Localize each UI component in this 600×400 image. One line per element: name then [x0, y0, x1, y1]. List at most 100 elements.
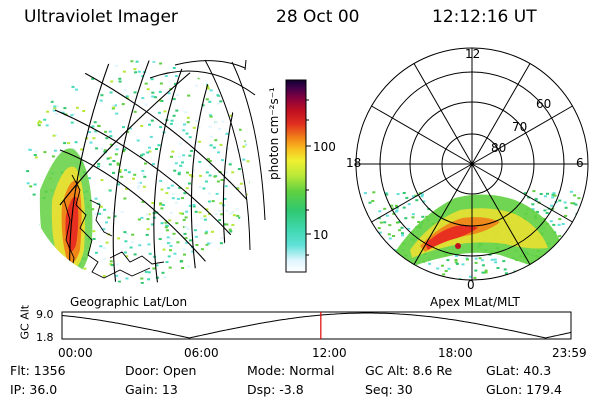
speckle-pixel — [169, 245, 173, 247]
speckle-pixel — [235, 208, 239, 211]
speckle-pixel — [182, 154, 186, 157]
speckle-pixel — [164, 221, 168, 224]
speckle-pixel — [125, 188, 129, 191]
speckle-pixel — [118, 80, 122, 83]
speckle-pixel — [552, 192, 556, 195]
speckle-pixel — [245, 249, 249, 252]
speckle-pixel — [171, 193, 175, 195]
speckle-pixel — [36, 224, 40, 227]
speckle-pixel — [98, 212, 101, 215]
speckle-pixel — [174, 75, 178, 77]
speckle-pixel — [74, 68, 78, 71]
speckle-pixel — [368, 201, 372, 204]
speckle-pixel — [231, 72, 235, 75]
speckle-pixel — [236, 187, 240, 190]
speckle-pixel — [574, 203, 578, 206]
speckle-pixel — [447, 267, 451, 270]
speckle-pixel — [209, 89, 213, 92]
speckle-pixel — [184, 225, 188, 228]
speckle-pixel — [71, 85, 75, 88]
speckle-pixel — [64, 274, 68, 276]
speckle-pixel — [543, 195, 547, 198]
speckle-pixel — [127, 171, 131, 174]
speckle-pixel — [91, 77, 95, 80]
speckle-pixel — [232, 60, 236, 63]
speckle-pixel — [27, 109, 31, 112]
speckle-pixel — [418, 192, 422, 195]
speckle-pixel — [188, 174, 192, 177]
speckle-pixel — [218, 264, 222, 267]
speckle-pixel — [558, 218, 562, 221]
speckle-pixel — [246, 241, 250, 244]
speckle-pixel — [219, 143, 223, 146]
speckle-pixel — [379, 221, 383, 224]
speckle-pixel — [75, 106, 79, 109]
speckle-pixel — [102, 275, 106, 278]
speckle-pixel — [171, 197, 175, 200]
speckle-pixel — [208, 160, 212, 162]
speckle-pixel — [26, 247, 30, 250]
speckle-pixel — [207, 213, 211, 215]
speckle-pixel — [70, 114, 74, 117]
speckle-pixel — [407, 203, 411, 206]
speckle-pixel — [77, 61, 81, 64]
speckle-pixel — [71, 67, 75, 70]
speckle-pixel — [151, 202, 155, 204]
alt-tick-max: 9.0 — [36, 308, 54, 321]
speckle-pixel — [30, 264, 34, 267]
speckle-pixel — [219, 100, 223, 103]
speckle-pixel — [49, 265, 53, 268]
speckle-pixel — [99, 228, 103, 231]
speckle-pixel — [228, 163, 232, 166]
speckle-pixel — [44, 267, 48, 270]
speckle-pixel — [144, 162, 147, 165]
speckle-pixel — [159, 62, 163, 65]
speckle-pixel — [558, 199, 562, 202]
speckle-pixel — [224, 249, 228, 252]
speckle-pixel — [27, 69, 31, 72]
speckle-pixel — [102, 228, 106, 231]
speckle-pixel — [152, 163, 155, 165]
speckle-pixel — [179, 260, 183, 263]
speckle-pixel — [116, 263, 120, 266]
speckle-pixel — [123, 251, 127, 254]
speckle-pixel — [436, 267, 440, 270]
speckle-pixel — [137, 70, 141, 73]
speckle-pixel — [400, 226, 404, 229]
speckle-pixel — [176, 197, 180, 200]
speckle-pixel — [497, 278, 501, 280]
speckle-pixel — [230, 251, 234, 254]
speckle-pixel — [553, 194, 557, 197]
speckle-pixel — [114, 144, 118, 147]
speckle-pixel — [241, 257, 244, 260]
speckle-pixel — [123, 89, 127, 92]
speckle-pixel — [214, 121, 218, 124]
speckle-pixel — [125, 255, 129, 258]
mlt-label-12: 12 — [465, 47, 481, 61]
speckle-pixel — [166, 236, 170, 239]
speckle-pixel — [167, 255, 171, 258]
speckle-pixel — [186, 171, 189, 174]
speckle-pixel — [239, 68, 243, 71]
speckle-pixel — [45, 124, 49, 127]
speckle-pixel — [484, 269, 488, 272]
speckle-pixel — [183, 253, 186, 256]
speckle-pixel — [164, 226, 168, 229]
speckle-pixel — [54, 112, 58, 115]
speckle-pixel — [181, 161, 184, 164]
speckle-pixel — [211, 230, 214, 233]
speckle-pixel — [123, 231, 127, 234]
speckle-pixel — [225, 132, 229, 135]
speckle-pixel — [136, 187, 140, 190]
speckle-pixel — [377, 227, 381, 230]
speckle-pixel — [545, 212, 549, 214]
speckle-pixel — [200, 217, 204, 220]
speckle-pixel — [420, 195, 424, 198]
speckle-pixel — [195, 244, 199, 246]
speckle-pixel — [150, 223, 154, 226]
colorbar-tick-10: 10 — [313, 228, 329, 242]
speckle-pixel — [222, 84, 226, 87]
speckle-pixel — [53, 149, 57, 152]
speckle-pixel — [208, 174, 212, 177]
speckle-pixel — [163, 110, 167, 113]
